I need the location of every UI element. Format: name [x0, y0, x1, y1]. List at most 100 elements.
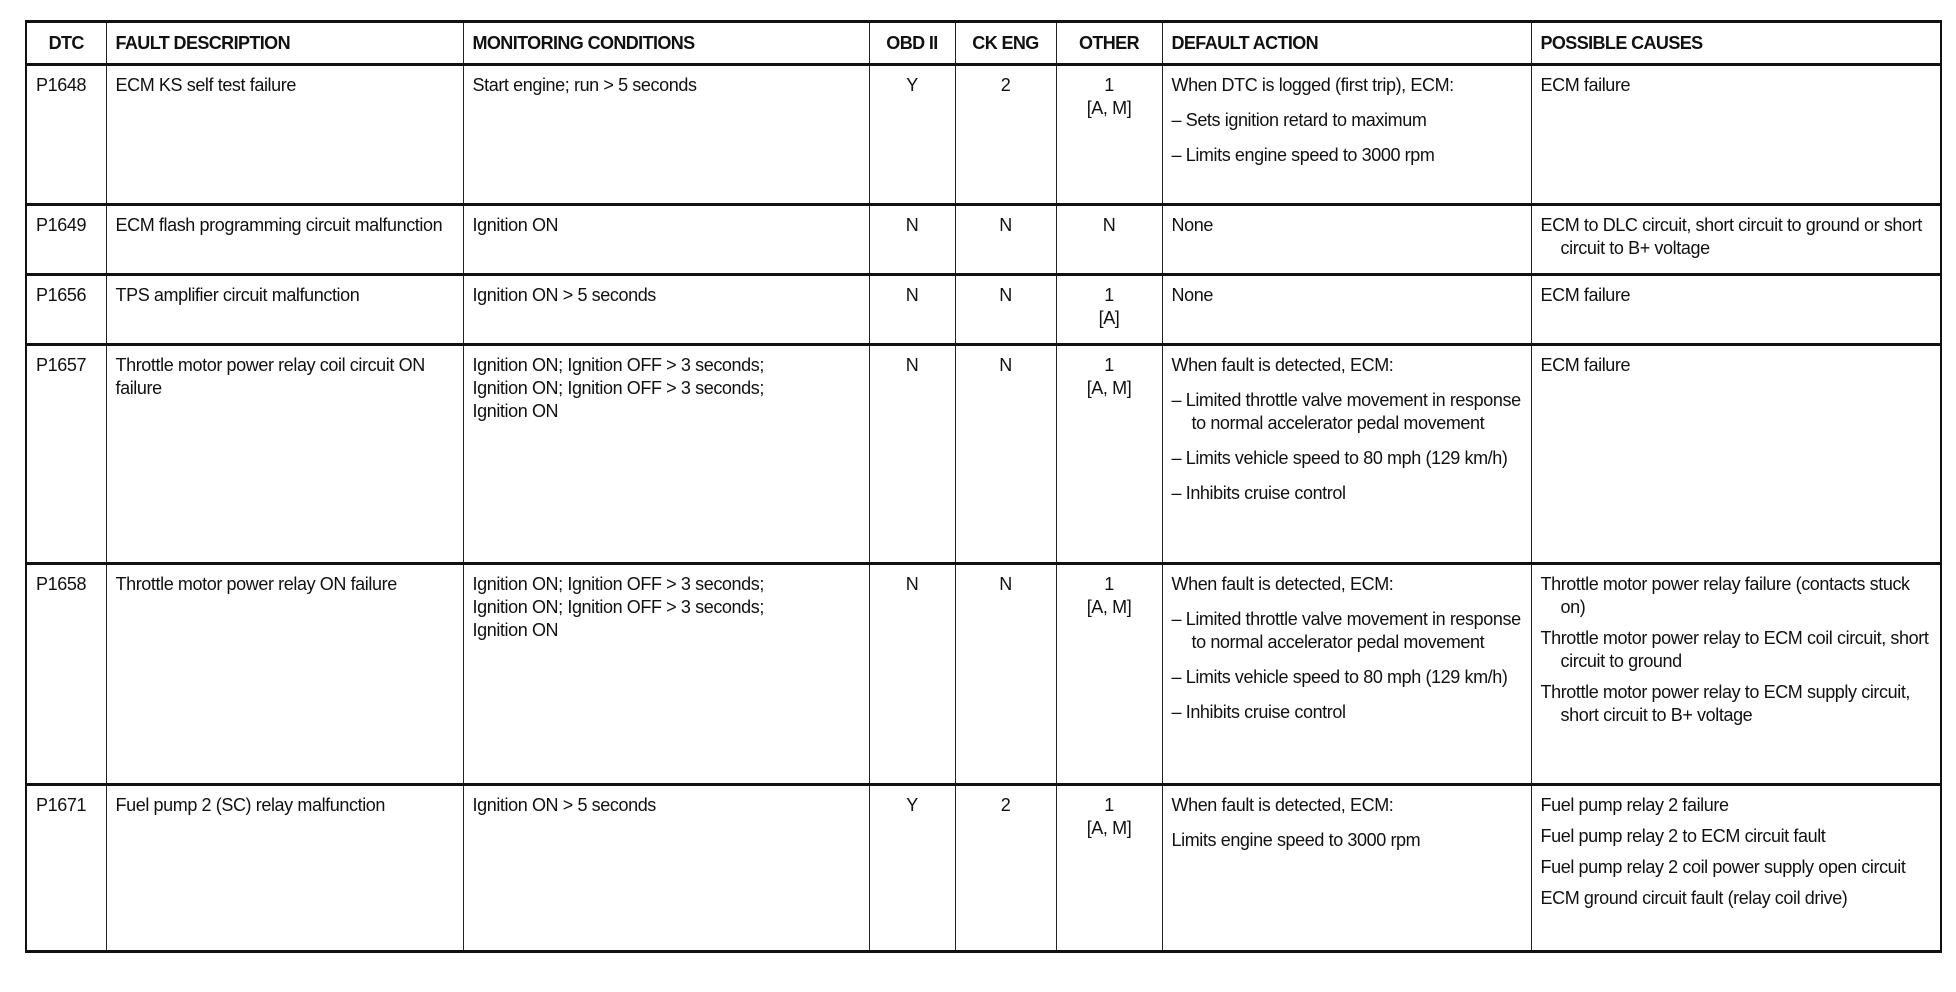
header-fault-description: FAULT DESCRIPTION	[105, 20, 464, 66]
ck-eng-value: 2	[954, 783, 1057, 953]
other-line: 1	[1104, 355, 1114, 375]
header-row: DTC FAULT DESCRIPTION MONITORING CONDITI…	[25, 20, 1942, 66]
dtc-code: P1671	[25, 783, 107, 953]
other-line: [A, M]	[1086, 378, 1132, 398]
default-action-item: – Limits vehicle speed to 80 mph (129 km…	[1171, 448, 1508, 468]
possible-cause: Fuel pump relay 2 coil power supply open…	[1540, 857, 1906, 877]
obd-ii-value: N	[868, 562, 956, 786]
monitoring-line: Start engine; run > 5 seconds	[472, 75, 697, 95]
fault-description: ECM flash programming circuit malfunctio…	[105, 203, 464, 276]
table-body: P1648 ECM KS self test failure Start engin…	[25, 63, 1942, 953]
default-action: None	[1161, 203, 1532, 276]
possible-cause: Throttle motor power relay to ECM coil c…	[1540, 628, 1929, 671]
other-value: 1 [A, M]	[1055, 783, 1163, 953]
possible-causes: Fuel pump relay 2 failure Fuel pump relay…	[1530, 783, 1942, 953]
ck-eng-value: N	[954, 203, 1057, 276]
other-line: 1	[1104, 285, 1114, 305]
possible-cause: ECM failure	[1540, 285, 1631, 305]
possible-cause: ECM to DLC circuit, short circuit to gro…	[1540, 215, 1923, 258]
monitoring-line: Ignition ON	[472, 215, 559, 235]
table-row: P1657 Throttle motor power relay coil cir…	[25, 343, 1942, 565]
default-action: When fault is detected, ECM: – Limited th…	[1161, 343, 1532, 565]
fault-description: TPS amplifier circuit malfunction	[105, 273, 464, 346]
fault-description: Fuel pump 2 (SC) relay malfunction	[105, 783, 464, 953]
header-possible-causes: POSSIBLE CAUSES	[1530, 20, 1942, 66]
possible-cause: ECM failure	[1540, 75, 1631, 95]
fault-description: ECM KS self test failure	[105, 63, 464, 206]
default-action-item: When DTC is logged (first trip), ECM:	[1171, 75, 1455, 95]
default-action-item: – Limits vehicle speed to 80 mph (129 km…	[1171, 667, 1508, 687]
monitoring-conditions: Start engine; run > 5 seconds	[462, 63, 870, 206]
ck-eng-value: 2	[954, 63, 1057, 206]
monitoring-conditions: Ignition ON > 5 seconds	[462, 783, 870, 953]
dtc-code: P1649	[25, 203, 107, 276]
dtc-table: DTC FAULT DESCRIPTION MONITORING CONDITI…	[25, 20, 1942, 953]
default-action-item: None	[1171, 215, 1214, 235]
other-value: 1 [A, M]	[1055, 343, 1163, 565]
other-value: N	[1055, 203, 1163, 276]
obd-ii-value: N	[868, 343, 956, 565]
other-line: [A]	[1098, 308, 1120, 328]
monitoring-conditions: Ignition ON > 5 seconds	[462, 273, 870, 346]
header-obd-ii: OBD II	[868, 20, 956, 66]
table-row: P1656 TPS amplifier circuit malfunction Ig…	[25, 273, 1942, 346]
default-action: When fault is detected, ECM: Limits engin…	[1161, 783, 1532, 953]
other-line: 1	[1104, 75, 1114, 95]
possible-causes: ECM failure	[1530, 343, 1942, 565]
ck-eng-value: N	[954, 562, 1057, 786]
other-line: 1	[1104, 574, 1114, 594]
monitoring-line: Ignition ON; Ignition OFF > 3 seconds;	[472, 355, 765, 375]
table-row: P1658 Throttle motor power relay ON failu…	[25, 562, 1942, 786]
default-action-item: When fault is detected, ECM:	[1171, 574, 1394, 594]
other-value: 1 [A, M]	[1055, 562, 1163, 786]
monitoring-line: Ignition ON > 5 seconds	[472, 795, 657, 815]
other-value: 1 [A, M]	[1055, 63, 1163, 206]
default-action-item: – Limits engine speed to 3000 rpm	[1171, 145, 1435, 165]
other-line: N	[1102, 215, 1116, 235]
default-action-item: When fault is detected, ECM:	[1171, 355, 1394, 375]
other-value: 1 [A]	[1055, 273, 1163, 346]
other-line: 1	[1104, 795, 1114, 815]
possible-causes: ECM failure	[1530, 273, 1942, 346]
default-action-item: – Sets ignition retard to maximum	[1171, 110, 1427, 130]
other-line: [A, M]	[1086, 98, 1132, 118]
monitoring-line: Ignition ON; Ignition OFF > 3 seconds;	[472, 597, 765, 617]
possible-cause: Throttle motor power relay failure (cont…	[1540, 574, 1911, 617]
dtc-code: P1657	[25, 343, 107, 565]
possible-causes: ECM to DLC circuit, short circuit to gro…	[1530, 203, 1942, 276]
monitoring-conditions: Ignition ON; Ignition OFF > 3 seconds; Ig…	[462, 343, 870, 565]
table-row: P1648 ECM KS self test failure Start engin…	[25, 63, 1942, 206]
monitoring-line: Ignition ON; Ignition OFF > 3 seconds;	[472, 574, 765, 594]
default-action-item: – Limited throttle valve movement in res…	[1171, 609, 1522, 652]
table-row: P1671 Fuel pump 2 (SC) relay malfunction I…	[25, 783, 1942, 953]
default-action: When fault is detected, ECM: – Limited th…	[1161, 562, 1532, 786]
monitoring-line: Ignition ON; Ignition OFF > 3 seconds;	[472, 378, 765, 398]
monitoring-line: Ignition ON	[472, 620, 559, 640]
monitoring-line: Ignition ON	[472, 401, 559, 421]
possible-cause: Fuel pump relay 2 failure	[1540, 795, 1730, 815]
dtc-code: P1658	[25, 562, 107, 786]
fault-description: Throttle motor power relay coil circuit …	[105, 343, 464, 565]
ck-eng-value: N	[954, 343, 1057, 565]
possible-cause: Throttle motor power relay to ECM supply…	[1540, 682, 1911, 725]
header-default-action: DEFAULT ACTION	[1161, 20, 1532, 66]
monitoring-line: Ignition ON > 5 seconds	[472, 285, 657, 305]
default-action-item: – Inhibits cruise control	[1171, 702, 1346, 722]
header-dtc: DTC	[25, 20, 107, 66]
default-action-item: When fault is detected, ECM:	[1171, 795, 1394, 815]
dtc-code: P1648	[25, 63, 107, 206]
other-line: [A, M]	[1086, 818, 1132, 838]
header-other: OTHER	[1055, 20, 1163, 66]
obd-ii-value: Y	[868, 63, 956, 206]
obd-ii-value: N	[868, 273, 956, 346]
default-action-item: None	[1171, 285, 1214, 305]
possible-causes: Throttle motor power relay failure (cont…	[1530, 562, 1942, 786]
monitoring-conditions: Ignition ON; Ignition OFF > 3 seconds; Ig…	[462, 562, 870, 786]
default-action: None	[1161, 273, 1532, 346]
possible-cause: Fuel pump relay 2 to ECM circuit fault	[1540, 826, 1826, 846]
other-line: [A, M]	[1086, 597, 1132, 617]
ck-eng-value: N	[954, 273, 1057, 346]
obd-ii-value: Y	[868, 783, 956, 953]
default-action-item: Limits engine speed to 3000 rpm	[1171, 830, 1421, 850]
possible-cause: ECM failure	[1540, 355, 1631, 375]
